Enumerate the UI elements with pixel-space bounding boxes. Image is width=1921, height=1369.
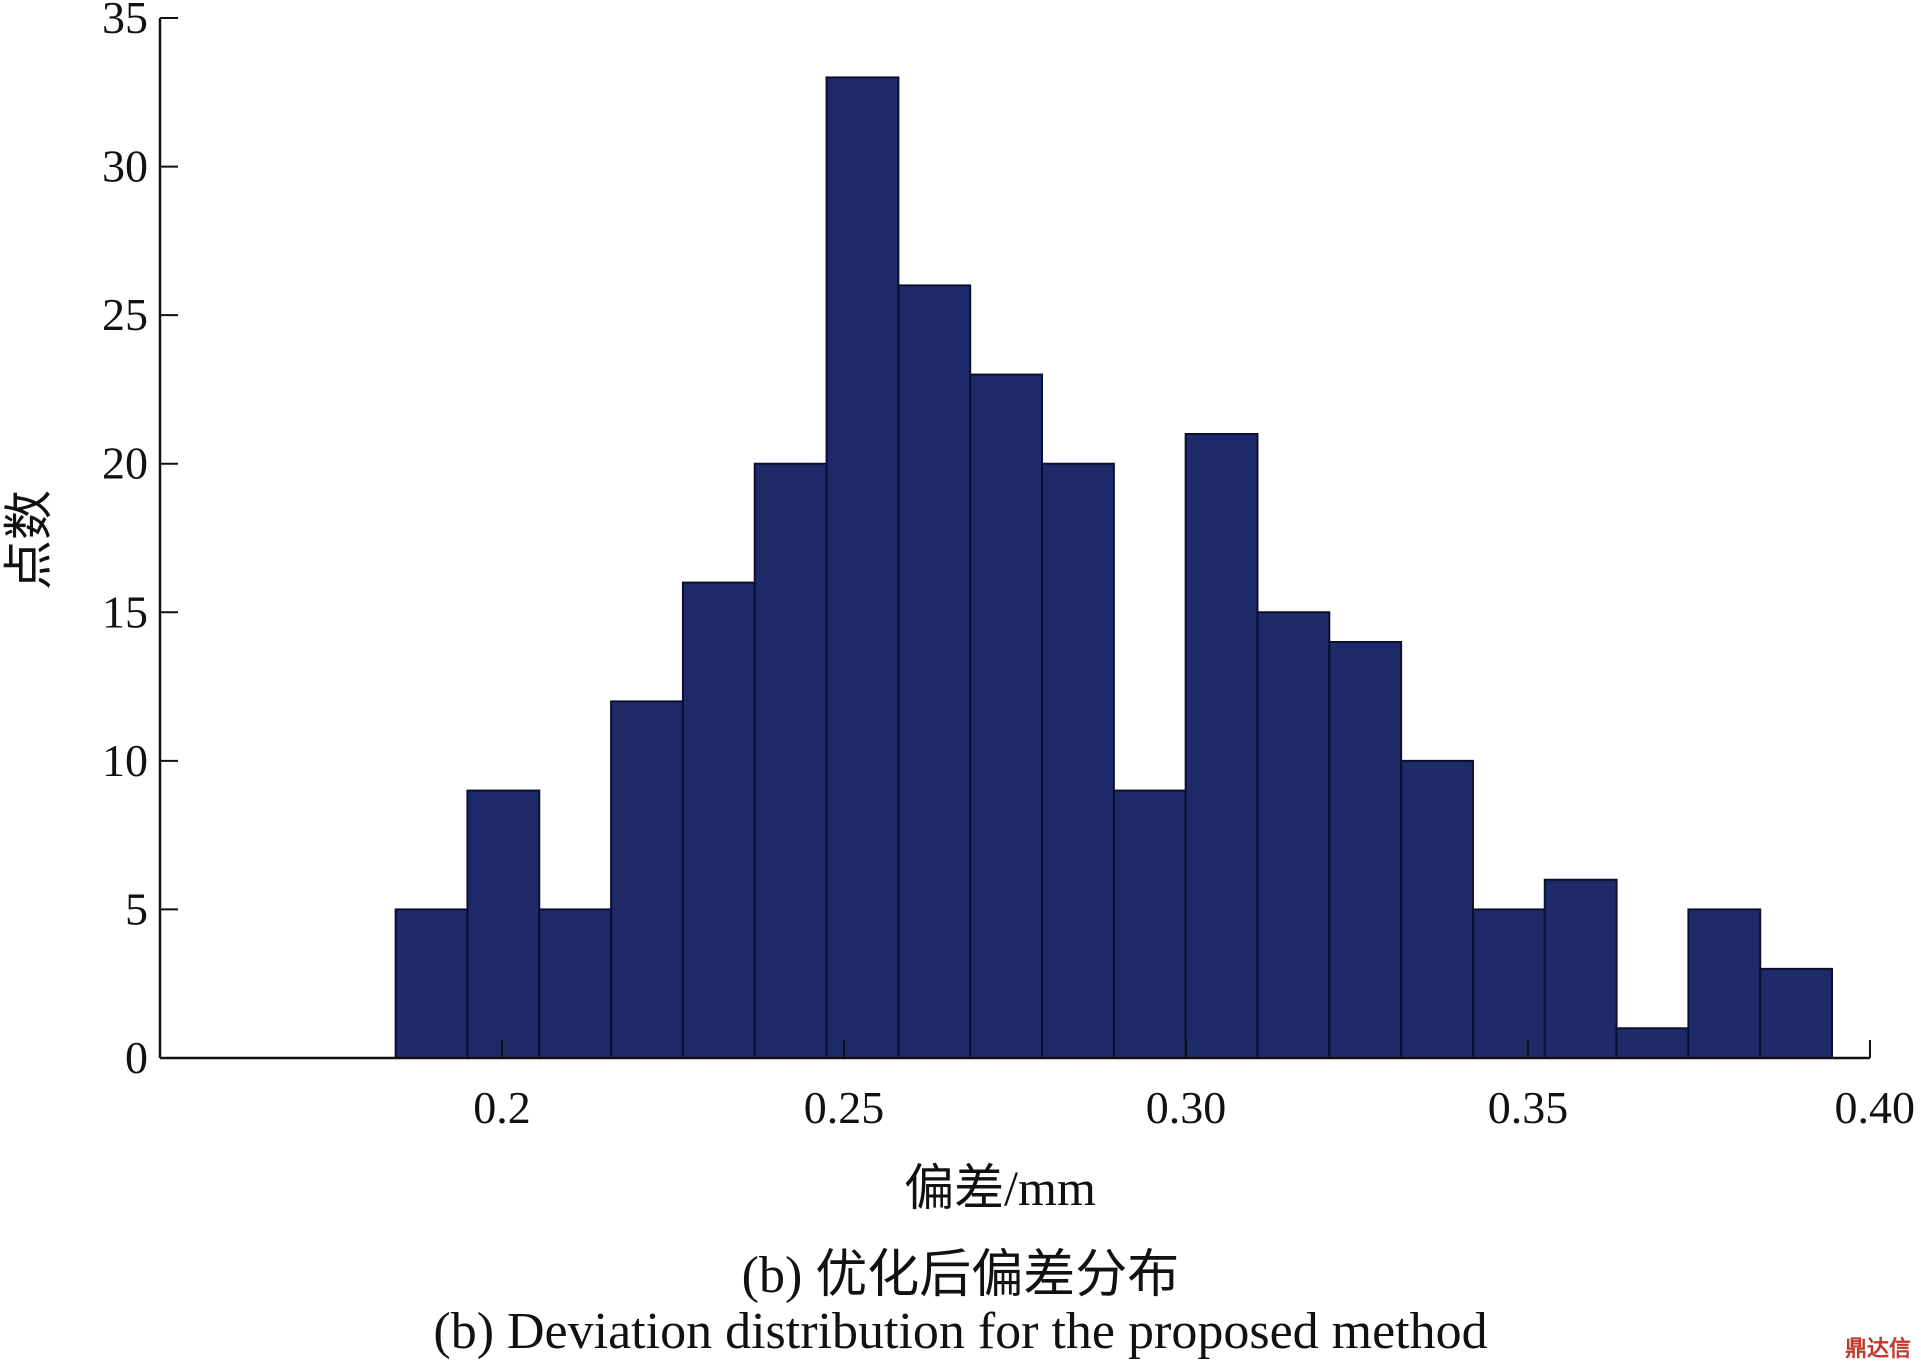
y-tick-label: 25 — [102, 289, 148, 340]
histogram-bar-15 — [1400, 759, 1474, 1059]
histogram-bar-8 — [897, 284, 972, 1059]
y-tick-label: 15 — [102, 586, 148, 637]
histogram-bar-2 — [466, 789, 541, 1059]
axes-group — [158, 18, 1870, 1060]
histogram-bar-14 — [1328, 641, 1403, 1059]
histogram-bar-19 — [1687, 908, 1762, 1060]
histogram-bar-4 — [610, 700, 684, 1060]
histogram-bar-7 — [825, 76, 900, 1059]
x-ticks-group: 0.2 0.25 0.30 0.35 0.40 — [473, 1040, 1915, 1133]
y-tick-label: 5 — [125, 883, 148, 934]
histogram-bar-13 — [1256, 611, 1331, 1059]
y-tick-label: 35 — [102, 0, 148, 43]
histogram-bar-6 — [753, 462, 828, 1059]
x-tick-label: 0.30 — [1146, 1082, 1227, 1133]
y-tick-label: 20 — [102, 438, 148, 489]
histogram-bar-10 — [1041, 462, 1115, 1059]
histogram-bar-5 — [681, 581, 756, 1059]
histogram-bar-17 — [1543, 878, 1618, 1060]
y-axis-title: 点数 — [1, 490, 57, 590]
x-tick-label: 0.2 — [473, 1082, 531, 1133]
figure-caption-english: (b) Deviation distribution for the propo… — [433, 1303, 1488, 1360]
histogram-bar-20 — [1759, 967, 1834, 1059]
publisher-watermark: 鼎达信 — [1844, 1337, 1911, 1362]
x-tick-label: 0.40 — [1835, 1082, 1916, 1133]
y-ticks-group: 0 5 10 15 20 25 30 35 — [102, 0, 178, 1083]
histogram-bar-18 — [1615, 1027, 1690, 1060]
histogram-bar-3 — [538, 908, 613, 1060]
histogram-bar-9 — [969, 373, 1044, 1060]
x-tick-label: 0.35 — [1488, 1082, 1569, 1133]
x-axis-title: 偏差/mm — [904, 1160, 1096, 1216]
x-tick-label: 0.25 — [804, 1082, 885, 1133]
histogram-bar-11 — [1112, 789, 1187, 1059]
y-tick-label: 30 — [102, 141, 148, 192]
histogram-bar-12 — [1184, 433, 1259, 1059]
histogram-bar-1 — [394, 908, 469, 1060]
histogram-bar-16 — [1471, 908, 1546, 1060]
bars-group — [394, 76, 1834, 1060]
y-tick-label: 10 — [102, 735, 148, 786]
y-tick-label: 0 — [125, 1032, 148, 1083]
figure-caption-chinese: (b) 优化后偏差分布 — [741, 1247, 1180, 1304]
